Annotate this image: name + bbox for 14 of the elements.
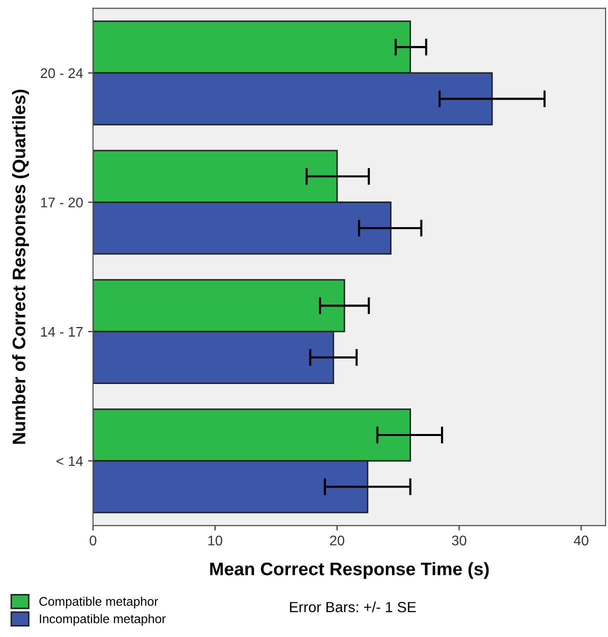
x-tick-label: 10	[208, 536, 222, 546]
text: Error Bars: +/- 1 SE	[290, 602, 416, 612]
y-axis-title: Number of Correct Responses (Quartiles)	[12, 90, 29, 444]
y-tick-label: < 14	[56, 456, 83, 466]
x-axis-title: Mean Correct Response Time (s)	[210, 562, 489, 579]
y-tick-label: 20 - 24	[40, 68, 83, 78]
x-tick-label: 40	[574, 536, 588, 546]
legend-label: Compatible metaphor	[39, 596, 158, 608]
y-tick-label: 17 - 20	[41, 198, 83, 208]
x-tick-label: 30	[452, 536, 466, 546]
y-tick-label: 14 - 17	[41, 327, 83, 337]
x-tick-label: 20	[330, 536, 344, 546]
legend-label: Incompatible metaphor	[40, 614, 166, 626]
x-tick-label: 0	[90, 536, 96, 546]
